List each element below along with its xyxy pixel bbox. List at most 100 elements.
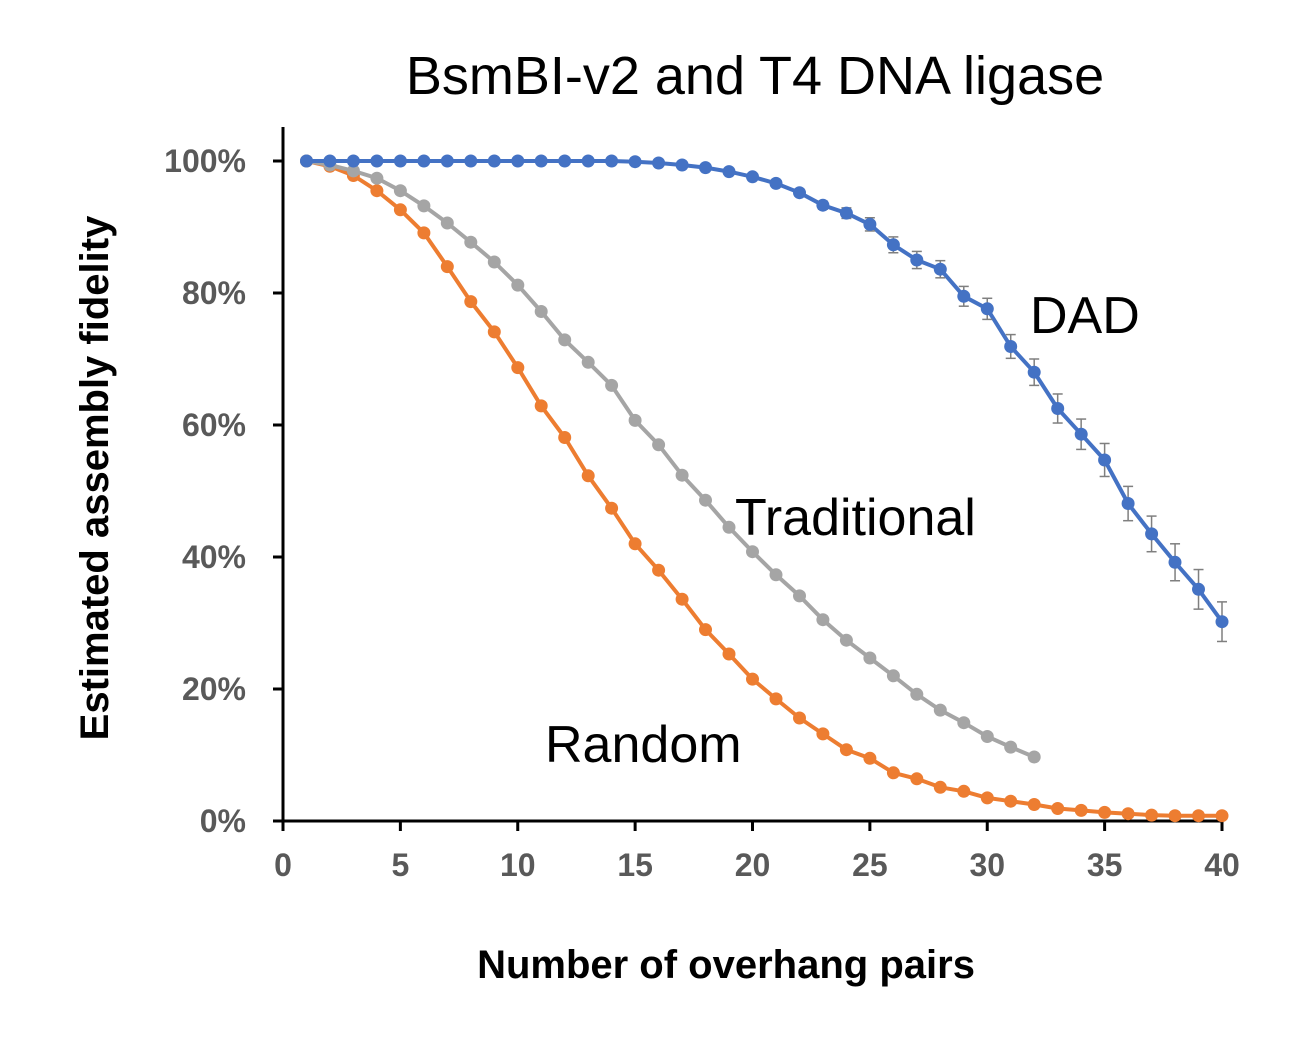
data-point	[346, 164, 360, 178]
y-axis-label: Estimated assembly fidelity	[73, 215, 117, 740]
data-point	[722, 647, 736, 661]
x-ticks: 0 5 10 15 20 25 30 35 40	[274, 821, 1240, 883]
data-point	[675, 592, 689, 606]
data-point	[1004, 340, 1018, 353]
y-tick-label: 60%	[182, 407, 246, 443]
data-point	[863, 651, 877, 665]
data-point	[1027, 365, 1041, 379]
data-point	[652, 438, 666, 452]
y-tick-label: 80%	[182, 275, 246, 311]
data-point	[581, 154, 595, 168]
data-point	[417, 154, 431, 168]
data-point	[1145, 527, 1159, 541]
data-point	[370, 154, 384, 168]
y-axis: 0% 20% 40% 60% 80% 100%	[164, 127, 285, 839]
data-point	[793, 589, 806, 603]
data-point	[628, 155, 642, 169]
y-ticks: 0% 20% 40% 60% 80% 100%	[164, 143, 283, 839]
data-point	[793, 186, 806, 200]
data-point	[863, 751, 877, 765]
data-point	[910, 772, 924, 786]
x-axis: 0 5 10 15 20 25 30 35 40	[274, 819, 1240, 883]
data-point	[346, 154, 360, 168]
data-point	[534, 399, 548, 413]
data-point	[605, 154, 619, 168]
data-point	[1051, 802, 1065, 815]
x-tick-label: 20	[735, 847, 771, 883]
data-point	[1004, 740, 1018, 754]
data-point	[1098, 453, 1112, 467]
series-line-traditional	[306, 159, 1035, 759]
data-point	[1192, 809, 1205, 823]
data-point	[628, 537, 642, 551]
data-point	[417, 199, 431, 213]
data-point	[511, 154, 525, 168]
data-point	[300, 154, 313, 168]
x-tick-label: 10	[500, 847, 536, 883]
data-point	[816, 613, 830, 627]
x-tick-label: 35	[1087, 847, 1123, 883]
data-point	[980, 730, 994, 743]
data-point	[370, 184, 384, 198]
x-tick-label: 15	[617, 847, 653, 883]
data-point	[1051, 402, 1065, 415]
data-point	[1074, 803, 1088, 817]
data-point	[769, 568, 783, 582]
series-line-random	[306, 159, 1222, 818]
data-point	[863, 217, 877, 231]
data-point	[464, 154, 478, 168]
data-point	[487, 325, 501, 339]
data-point	[910, 687, 924, 701]
data-point	[417, 226, 431, 240]
data-point	[534, 305, 548, 318]
data-point	[652, 156, 666, 170]
x-tick-label: 25	[852, 847, 888, 883]
data-point	[746, 170, 759, 184]
data-point	[581, 469, 595, 483]
data-point	[558, 431, 572, 444]
data-point	[886, 766, 900, 780]
data-point	[769, 176, 783, 190]
data-point	[699, 161, 712, 175]
data-point	[1027, 798, 1041, 811]
data-point	[816, 727, 830, 741]
data-point	[675, 468, 689, 482]
data-point	[722, 520, 736, 534]
data-point	[1121, 497, 1135, 510]
data-point	[393, 203, 407, 217]
data-point	[605, 378, 619, 392]
x-tick-label: 40	[1204, 847, 1240, 883]
data-point	[746, 672, 759, 686]
series-label-dad: DAD	[1030, 287, 1140, 345]
data-point	[1145, 808, 1159, 822]
data-point	[933, 262, 947, 276]
chart-title: BsmBI-v2 and T4 DNA ligase	[406, 46, 1104, 106]
data-point	[746, 545, 759, 559]
data-point	[581, 355, 595, 369]
data-point	[1027, 750, 1041, 764]
data-point	[1215, 809, 1229, 823]
data-point	[980, 302, 994, 316]
data-point	[1215, 615, 1229, 629]
data-point	[511, 361, 525, 375]
data-point	[323, 154, 337, 168]
data-point	[393, 184, 407, 198]
data-point	[980, 791, 994, 805]
data-point	[393, 154, 407, 168]
y-tick-label: 0%	[200, 803, 246, 839]
data-point	[440, 216, 454, 230]
y-tick-label: 40%	[182, 539, 246, 575]
data-point	[957, 784, 971, 798]
data-point	[793, 711, 806, 725]
data-point	[440, 154, 454, 168]
data-point	[839, 206, 853, 220]
data-point	[722, 165, 736, 179]
data-point	[487, 255, 501, 269]
y-tick-label: 20%	[182, 671, 246, 707]
data-point	[816, 198, 830, 212]
data-point	[1098, 805, 1112, 819]
data-point	[558, 333, 572, 347]
data-point	[511, 278, 525, 292]
data-point	[957, 289, 971, 303]
data-point	[769, 692, 783, 706]
